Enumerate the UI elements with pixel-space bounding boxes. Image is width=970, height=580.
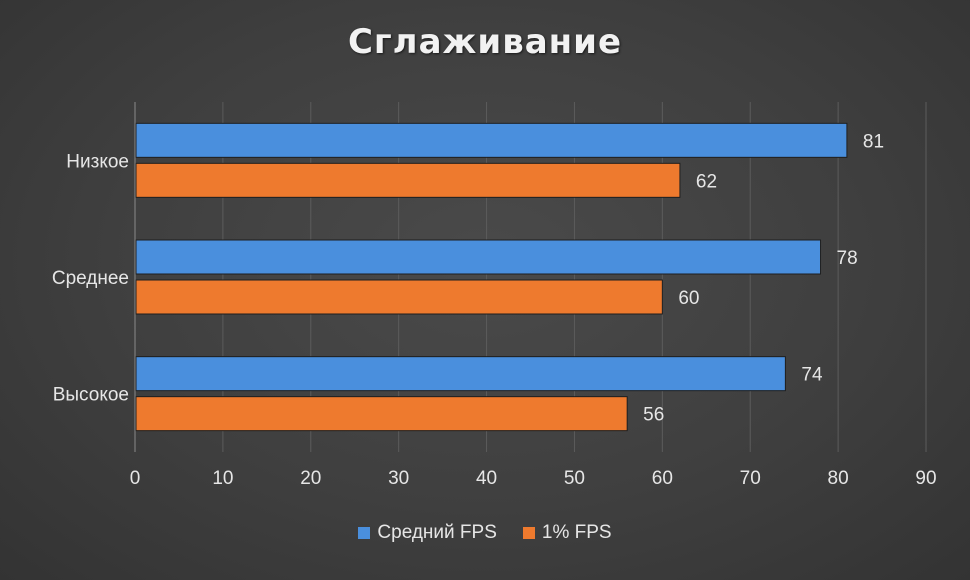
data-label: 60: [678, 288, 699, 309]
bar: [135, 239, 822, 275]
bar: [135, 396, 628, 432]
legend-label: Средний FPS: [377, 522, 497, 543]
legend: Средний FPS 1% FPS: [0, 522, 970, 544]
x-tick-label: 80: [828, 468, 849, 489]
data-label: 74: [801, 365, 823, 386]
x-tick-label: 30: [388, 468, 409, 489]
category-label: Высокое: [53, 385, 129, 406]
data-label: 81: [863, 131, 884, 152]
category-label: Среднее: [52, 268, 129, 289]
chart-title: Сглаживание: [347, 22, 623, 62]
data-label: 78: [837, 248, 858, 269]
bar: [135, 279, 663, 315]
legend-item-series-0: Средний FPS: [358, 522, 497, 544]
bar: [135, 356, 786, 392]
legend-label: 1% FPS: [541, 522, 612, 543]
legend-item-series-1: 1% FPS: [522, 522, 612, 544]
legend-swatch: [358, 527, 371, 539]
category-label: Низкое: [66, 151, 129, 172]
gridlines: [134, 102, 927, 452]
labels: 0 10 20 30 40 50 60 70 80 90 Низкое 81 62 Среднее 78 60…: [52, 131, 937, 489]
bar: [135, 162, 681, 198]
legend-swatch: [522, 527, 535, 539]
x-tick-label: 0: [130, 468, 141, 489]
bar: [135, 122, 848, 158]
data-label: 56: [643, 405, 664, 426]
x-tick-label: 50: [564, 468, 585, 489]
x-tick-label: 90: [915, 468, 936, 489]
x-tick-label: 10: [212, 468, 233, 489]
data-label: 62: [696, 171, 717, 192]
x-tick-label: 60: [652, 468, 673, 489]
x-tick-label: 40: [476, 468, 497, 489]
x-tick-label: 20: [300, 468, 321, 489]
x-tick-label: 70: [740, 468, 761, 489]
bars: [135, 122, 848, 432]
